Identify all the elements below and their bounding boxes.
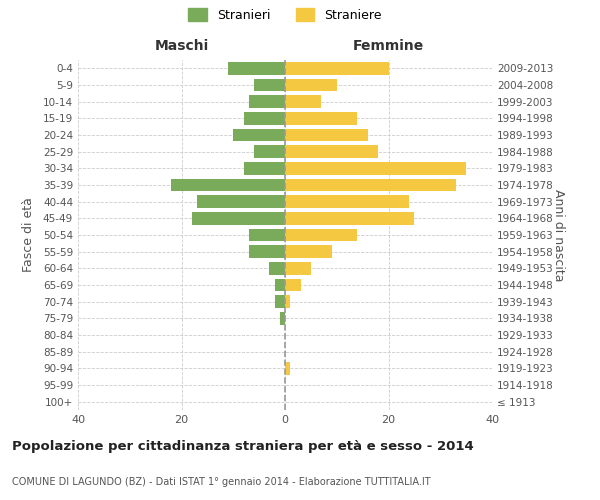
Bar	[233, 128, 285, 141]
Bar	[269, 262, 285, 274]
Bar	[285, 196, 409, 208]
Bar	[285, 296, 290, 308]
Legend: Stranieri, Straniere: Stranieri, Straniere	[183, 3, 387, 27]
Bar	[249, 229, 285, 241]
Bar	[280, 312, 285, 324]
Bar	[285, 62, 389, 74]
Bar	[249, 96, 285, 108]
Bar	[285, 96, 321, 108]
Text: COMUNE DI LAGUNDO (BZ) - Dati ISTAT 1° gennaio 2014 - Elaborazione TUTTITALIA.IT: COMUNE DI LAGUNDO (BZ) - Dati ISTAT 1° g…	[12, 477, 431, 487]
Bar	[285, 78, 337, 91]
Bar	[275, 279, 285, 291]
Bar	[285, 128, 368, 141]
Bar	[197, 196, 285, 208]
Bar	[192, 212, 285, 224]
Bar	[228, 62, 285, 74]
Text: Popolazione per cittadinanza straniera per età e sesso - 2014: Popolazione per cittadinanza straniera p…	[12, 440, 474, 453]
Bar	[275, 296, 285, 308]
Y-axis label: Fasce di età: Fasce di età	[22, 198, 35, 272]
Bar	[285, 146, 378, 158]
Bar	[254, 146, 285, 158]
Bar	[285, 262, 311, 274]
Bar	[285, 112, 358, 124]
Y-axis label: Anni di nascita: Anni di nascita	[552, 188, 565, 281]
Bar	[249, 246, 285, 258]
Bar	[285, 362, 290, 374]
Text: Femmine: Femmine	[353, 39, 424, 53]
Bar	[244, 112, 285, 124]
Bar	[254, 78, 285, 91]
Bar	[285, 279, 301, 291]
Text: Maschi: Maschi	[154, 39, 209, 53]
Bar	[285, 229, 358, 241]
Bar	[244, 162, 285, 174]
Bar	[285, 246, 332, 258]
Bar	[171, 179, 285, 191]
Bar	[285, 179, 456, 191]
Bar	[285, 212, 415, 224]
Bar	[285, 162, 466, 174]
